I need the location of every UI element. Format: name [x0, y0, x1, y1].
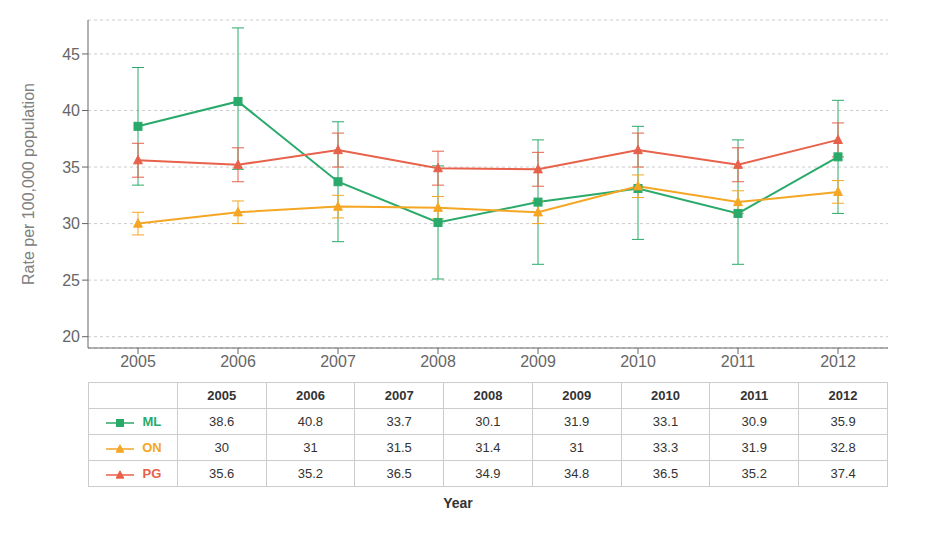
html-text:31: 31: [303, 440, 318, 455]
html-text:36.5: 36.5: [386, 466, 412, 481]
svg-text:30: 30: [62, 215, 80, 232]
html-text:32.8: 32.8: [830, 440, 856, 455]
html-text:38.6: 38.6: [209, 414, 235, 429]
html-text:2011: 2011: [740, 388, 769, 403]
html-text:2005: 2005: [207, 388, 237, 403]
svg-text:2011: 2011: [721, 353, 756, 370]
html-text:31.5: 31.5: [386, 440, 412, 455]
html-text:2010: 2010: [651, 388, 680, 403]
svg-text:2009: 2009: [520, 353, 556, 370]
html-text:30.9: 30.9: [741, 414, 767, 429]
html-text:PG: PG: [142, 466, 162, 481]
html-text:31.9: 31.9: [564, 414, 590, 429]
html-text:31: 31: [569, 440, 584, 455]
html-text:34.9: 34.9: [475, 466, 501, 481]
html-text:30: 30: [214, 440, 229, 455]
svg-text:2005: 2005: [120, 353, 156, 370]
html-text:31.4: 31.4: [475, 440, 501, 455]
html-text:33.7: 33.7: [386, 414, 412, 429]
svg-text:35: 35: [62, 159, 80, 176]
html-text:36.5: 36.5: [652, 466, 679, 481]
svg-text:40: 40: [62, 102, 80, 119]
html-text:ON: ON: [142, 440, 162, 455]
html-text:40.8: 40.8: [297, 414, 324, 429]
html-text:35.2: 35.2: [741, 466, 767, 481]
html-text:2006: 2006: [296, 388, 325, 403]
html-text:35.9: 35.9: [830, 414, 856, 429]
html-text:2012: 2012: [828, 388, 858, 403]
svg-text:2008: 2008: [420, 353, 456, 370]
html-text:34.8: 34.8: [564, 466, 590, 481]
html-text:2009: 2009: [562, 388, 592, 403]
svg-text:2012: 2012: [820, 353, 856, 370]
svg-text:2007: 2007: [320, 353, 356, 370]
html-text:33.3: 33.3: [652, 440, 679, 455]
svg-text:25: 25: [62, 272, 80, 289]
html-text:30.1: 30.1: [475, 414, 501, 429]
html-text:2008: 2008: [473, 388, 503, 403]
html-text:31.9: 31.9: [741, 440, 767, 455]
html-text:Year: Year: [443, 495, 473, 511]
html-text:ML: ML: [142, 414, 162, 429]
svg-text:45: 45: [62, 46, 80, 63]
html-text:33.1: 33.1: [652, 414, 679, 429]
svg-text:Rate per 100,000 population: Rate per 100,000 population: [20, 83, 37, 285]
svg-text:20: 20: [62, 328, 80, 345]
html-text:2007: 2007: [384, 388, 414, 403]
html-text:35.2: 35.2: [297, 466, 324, 481]
html-text:37.4: 37.4: [830, 466, 856, 481]
html-text:35.6: 35.6: [209, 466, 235, 481]
svg-text:2006: 2006: [220, 353, 256, 370]
svg-text:2010: 2010: [620, 353, 656, 370]
